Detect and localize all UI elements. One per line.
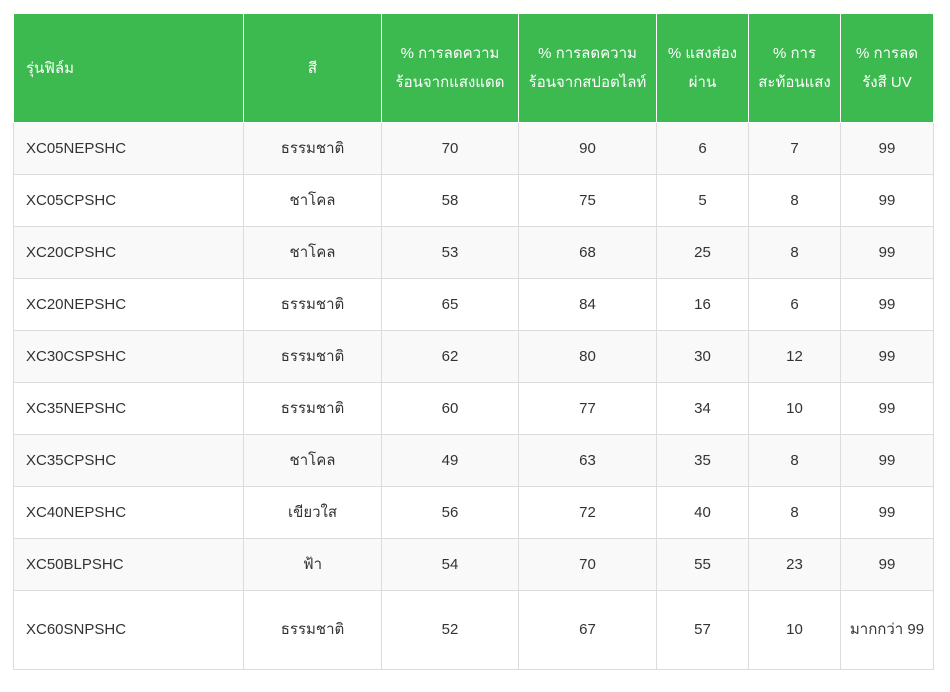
header-uv-reduction: % การลดรังสี UV xyxy=(840,13,934,123)
cell-light-reflection: 8 xyxy=(748,434,841,487)
cell-light-reflection: 8 xyxy=(748,174,841,227)
cell-spotlight-heat-reduction: 77 xyxy=(518,382,657,435)
cell-spotlight-heat-reduction: 70 xyxy=(518,538,657,591)
cell-film-model: XC40NEPSHC xyxy=(13,486,244,539)
cell-uv-reduction: 99 xyxy=(840,486,934,539)
cell-light-transmission: 55 xyxy=(656,538,749,591)
cell-light-reflection: 6 xyxy=(748,278,841,331)
table-row: XC60SNPSHC ธรรมชาติ 52 67 57 10 มากกว่า 99 xyxy=(13,590,934,670)
cell-light-reflection: 7 xyxy=(748,122,841,175)
cell-film-model: XC35CPSHC xyxy=(13,434,244,487)
cell-spotlight-heat-reduction: 63 xyxy=(518,434,657,487)
cell-color: เขียวใส xyxy=(243,486,382,539)
table-body: XC05NEPSHC ธรรมชาติ 70 90 6 7 99 XC05CPSHC ชาโคล… xyxy=(13,122,934,670)
cell-solar-heat-reduction: 62 xyxy=(381,330,519,383)
cell-color: ธรรมชาติ xyxy=(243,590,382,670)
cell-light-transmission: 30 xyxy=(656,330,749,383)
cell-solar-heat-reduction: 56 xyxy=(381,486,519,539)
table-row: XC20CPSHC ชาโคล 53 68 25 8 99 xyxy=(13,226,934,279)
cell-film-model: XC20NEPSHC xyxy=(13,278,244,331)
cell-color: ชาโคล xyxy=(243,174,382,227)
cell-spotlight-heat-reduction: 72 xyxy=(518,486,657,539)
cell-light-transmission: 6 xyxy=(656,122,749,175)
cell-light-reflection: 8 xyxy=(748,486,841,539)
cell-solar-heat-reduction: 52 xyxy=(381,590,519,670)
cell-solar-heat-reduction: 54 xyxy=(381,538,519,591)
cell-spotlight-heat-reduction: 75 xyxy=(518,174,657,227)
header-film-model: รุ่นฟิล์ม xyxy=(13,13,244,123)
header-light-reflection: % การสะท้อนแสง xyxy=(748,13,841,123)
cell-light-transmission: 34 xyxy=(656,382,749,435)
cell-light-transmission: 57 xyxy=(656,590,749,670)
cell-uv-reduction: มากกว่า 99 xyxy=(840,590,934,670)
cell-solar-heat-reduction: 58 xyxy=(381,174,519,227)
cell-spotlight-heat-reduction: 68 xyxy=(518,226,657,279)
cell-film-model: XC05NEPSHC xyxy=(13,122,244,175)
cell-film-model: XC20CPSHC xyxy=(13,226,244,279)
table-row: XC50BLPSHC ฟ้า 54 70 55 23 99 xyxy=(13,538,934,591)
cell-light-transmission: 25 xyxy=(656,226,749,279)
cell-solar-heat-reduction: 53 xyxy=(381,226,519,279)
table-row: XC05NEPSHC ธรรมชาติ 70 90 6 7 99 xyxy=(13,122,934,175)
cell-film-model: XC05CPSHC xyxy=(13,174,244,227)
cell-film-model: XC50BLPSHC xyxy=(13,538,244,591)
cell-uv-reduction: 99 xyxy=(840,122,934,175)
cell-uv-reduction: 99 xyxy=(840,226,934,279)
cell-color: ฟ้า xyxy=(243,538,382,591)
cell-color: ธรรมชาติ xyxy=(243,278,382,331)
header-spotlight-heat-reduction: % การลดความร้อนจากสปอตไลท์ xyxy=(518,13,657,123)
cell-solar-heat-reduction: 60 xyxy=(381,382,519,435)
cell-light-transmission: 40 xyxy=(656,486,749,539)
cell-uv-reduction: 99 xyxy=(840,434,934,487)
table-row: XC20NEPSHC ธรรมชาติ 65 84 16 6 99 xyxy=(13,278,934,331)
cell-color: ชาโคล xyxy=(243,226,382,279)
table-row: XC05CPSHC ชาโคล 58 75 5 8 99 xyxy=(13,174,934,227)
cell-uv-reduction: 99 xyxy=(840,174,934,227)
cell-solar-heat-reduction: 49 xyxy=(381,434,519,487)
film-spec-table: รุ่นฟิล์ม สี % การลดความร้อนจากแสงแดด % … xyxy=(13,13,934,670)
header-solar-heat-reduction: % การลดความร้อนจากแสงแดด xyxy=(381,13,519,123)
cell-uv-reduction: 99 xyxy=(840,538,934,591)
cell-color: ธรรมชาติ xyxy=(243,122,382,175)
cell-spotlight-heat-reduction: 84 xyxy=(518,278,657,331)
cell-light-transmission: 35 xyxy=(656,434,749,487)
cell-light-reflection: 8 xyxy=(748,226,841,279)
cell-color: ธรรมชาติ xyxy=(243,330,382,383)
table-row: XC35NEPSHC ธรรมชาติ 60 77 34 10 99 xyxy=(13,382,934,435)
cell-light-reflection: 10 xyxy=(748,590,841,670)
cell-film-model: XC30CSPSHC xyxy=(13,330,244,383)
cell-spotlight-heat-reduction: 90 xyxy=(518,122,657,175)
cell-color: ธรรมชาติ xyxy=(243,382,382,435)
header-row: รุ่นฟิล์ม สี % การลดความร้อนจากแสงแดด % … xyxy=(13,13,934,123)
cell-light-transmission: 16 xyxy=(656,278,749,331)
cell-solar-heat-reduction: 70 xyxy=(381,122,519,175)
cell-solar-heat-reduction: 65 xyxy=(381,278,519,331)
cell-color: ชาโคล xyxy=(243,434,382,487)
cell-spotlight-heat-reduction: 80 xyxy=(518,330,657,383)
header-light-transmission: % แสงส่องผ่าน xyxy=(656,13,749,123)
cell-uv-reduction: 99 xyxy=(840,382,934,435)
cell-light-reflection: 10 xyxy=(748,382,841,435)
table-row: XC40NEPSHC เขียวใส 56 72 40 8 99 xyxy=(13,486,934,539)
cell-film-model: XC60SNPSHC xyxy=(13,590,244,670)
film-spec-table-container: รุ่นฟิล์ม สี % การลดความร้อนจากแสงแดด % … xyxy=(13,13,934,670)
cell-light-reflection: 12 xyxy=(748,330,841,383)
cell-spotlight-heat-reduction: 67 xyxy=(518,590,657,670)
cell-uv-reduction: 99 xyxy=(840,278,934,331)
header-color: สี xyxy=(243,13,382,123)
cell-light-transmission: 5 xyxy=(656,174,749,227)
cell-uv-reduction: 99 xyxy=(840,330,934,383)
table-header: รุ่นฟิล์ม สี % การลดความร้อนจากแสงแดด % … xyxy=(13,13,934,123)
table-row: XC30CSPSHC ธรรมชาติ 62 80 30 12 99 xyxy=(13,330,934,383)
cell-film-model: XC35NEPSHC xyxy=(13,382,244,435)
table-row: XC35CPSHC ชาโคล 49 63 35 8 99 xyxy=(13,434,934,487)
cell-light-reflection: 23 xyxy=(748,538,841,591)
